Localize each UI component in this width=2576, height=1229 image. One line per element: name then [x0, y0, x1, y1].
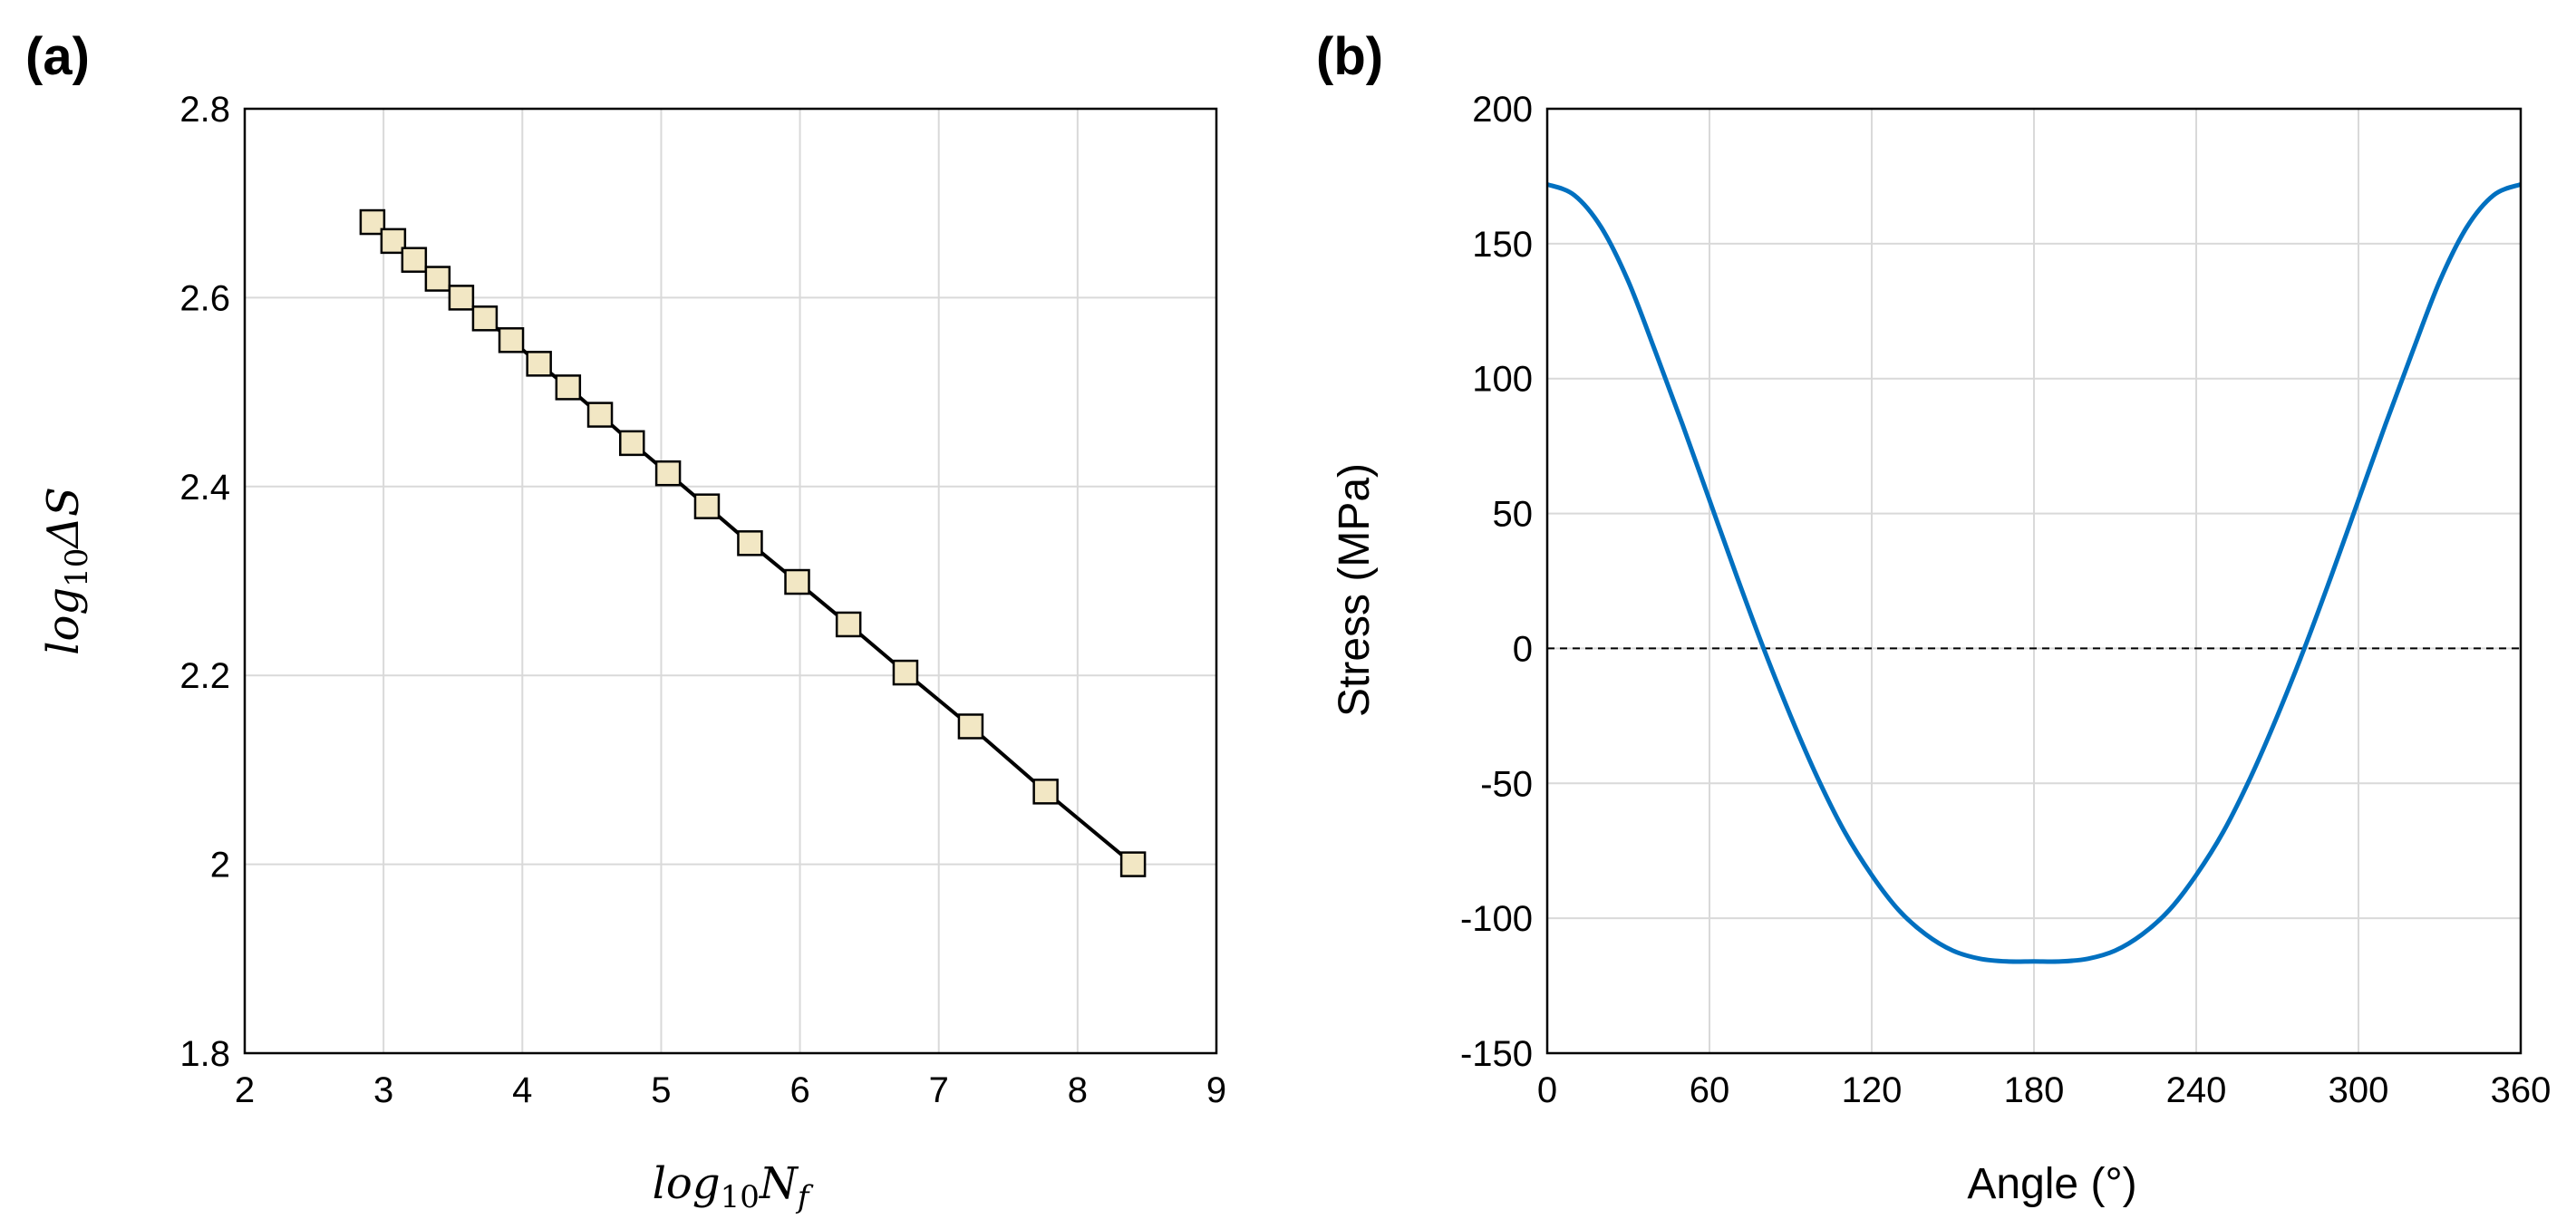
panel-a-data-point [693, 493, 721, 519]
panel-a-y-axis-label: log10ΔS [38, 487, 95, 655]
panel-a-data-point [498, 327, 525, 353]
a-x-tick-label: 3 [373, 1070, 393, 1110]
panel-a-data-point [957, 713, 984, 740]
panel-a-data-points [359, 208, 1147, 877]
panel-a-data-point [471, 305, 499, 332]
panel-a-plot-frame [243, 107, 1218, 1055]
b-x-tick-label: 120 [1842, 1070, 1903, 1110]
b-x-tick-label: 300 [2329, 1070, 2389, 1110]
panel-a-y-ticks: 1.8 2 2.2 2.4 2.6 2.8 [179, 90, 230, 1074]
b-y-tick-label: 0 [1513, 629, 1533, 669]
panel-a-data-point [359, 208, 386, 236]
panel-a-data-point [448, 285, 475, 311]
a-y-tick-label: 2.4 [179, 468, 230, 508]
panel-b-label: (b) [1316, 27, 1383, 86]
panel-a-data-point [784, 568, 810, 595]
b-y-tick-label: 150 [1472, 225, 1533, 265]
panel-a-x-ticks: 2 3 4 5 6 7 8 9 [235, 1070, 1226, 1110]
panel-b-x-axis-label: Angle (°) [1967, 1160, 2136, 1208]
panel-a-data-point [737, 530, 763, 556]
panel-b-y-axis-label: Stress (MPa) [1331, 463, 1379, 717]
panel-a-data-point [555, 374, 582, 401]
panel-a-data-point [892, 659, 919, 686]
a-x-tick-label: 6 [789, 1070, 809, 1110]
panel-a-data-point [1032, 779, 1059, 805]
b-x-tick-label: 240 [2166, 1070, 2227, 1110]
b-x-tick-label: 60 [1690, 1070, 1730, 1110]
panel-a-data-point [835, 611, 862, 638]
b-y-tick-label: -50 [1480, 764, 1533, 804]
a-x-tick-label: 4 [512, 1070, 532, 1110]
panel-a-data-point [619, 430, 645, 457]
b-y-tick-label: 200 [1472, 90, 1533, 130]
b-x-tick-label: 180 [2004, 1070, 2065, 1110]
panel-b-grid [1546, 108, 2522, 1054]
panel-a-data-point [424, 266, 451, 292]
panel-b-x-ticks: 0 60 120 180 240 300 360 [1537, 1070, 2552, 1110]
a-y-tick-label: 2.2 [179, 656, 230, 696]
a-y-tick-label: 2.8 [179, 90, 230, 130]
panel-a-data-point [1119, 851, 1147, 877]
panel-a-data-point [654, 460, 682, 487]
b-y-tick-label: 100 [1472, 360, 1533, 400]
b-x-tick-label: 360 [2491, 1070, 2552, 1110]
b-x-tick-label: 0 [1537, 1070, 1557, 1110]
panel-b: (b) 0 60 120 180 240 300 360 -150 -100 -50 0 50 100… [1316, 27, 2551, 1208]
a-y-tick-label: 2 [210, 846, 230, 885]
a-x-tick-label: 2 [235, 1070, 255, 1110]
panel-a-data-point [380, 227, 407, 255]
panel-a-data-point [526, 351, 552, 377]
a-x-tick-label: 7 [929, 1070, 949, 1110]
a-x-tick-label: 5 [651, 1070, 671, 1110]
a-y-tick-label: 2.6 [179, 278, 230, 318]
panel-a-data-point [586, 402, 614, 428]
b-y-tick-label: -100 [1460, 899, 1533, 939]
panel-b-plot-frame [1545, 107, 2523, 1055]
panel-b-y-ticks: -150 -100 -50 0 50 100 150 200 [1460, 90, 1533, 1074]
b-y-tick-label: 50 [1493, 495, 1534, 535]
a-x-tick-label: 9 [1206, 1070, 1226, 1110]
a-y-tick-label: 1.8 [179, 1034, 230, 1074]
panel-a-label: (a) [25, 27, 90, 86]
b-y-tick-label: -150 [1460, 1034, 1533, 1074]
a-x-tick-label: 8 [1068, 1070, 1088, 1110]
panel-a-data-point [401, 247, 428, 273]
panel-a-x-axis-label: log10Nf [653, 1158, 814, 1215]
panel-b-stress-curve [1546, 182, 2522, 964]
